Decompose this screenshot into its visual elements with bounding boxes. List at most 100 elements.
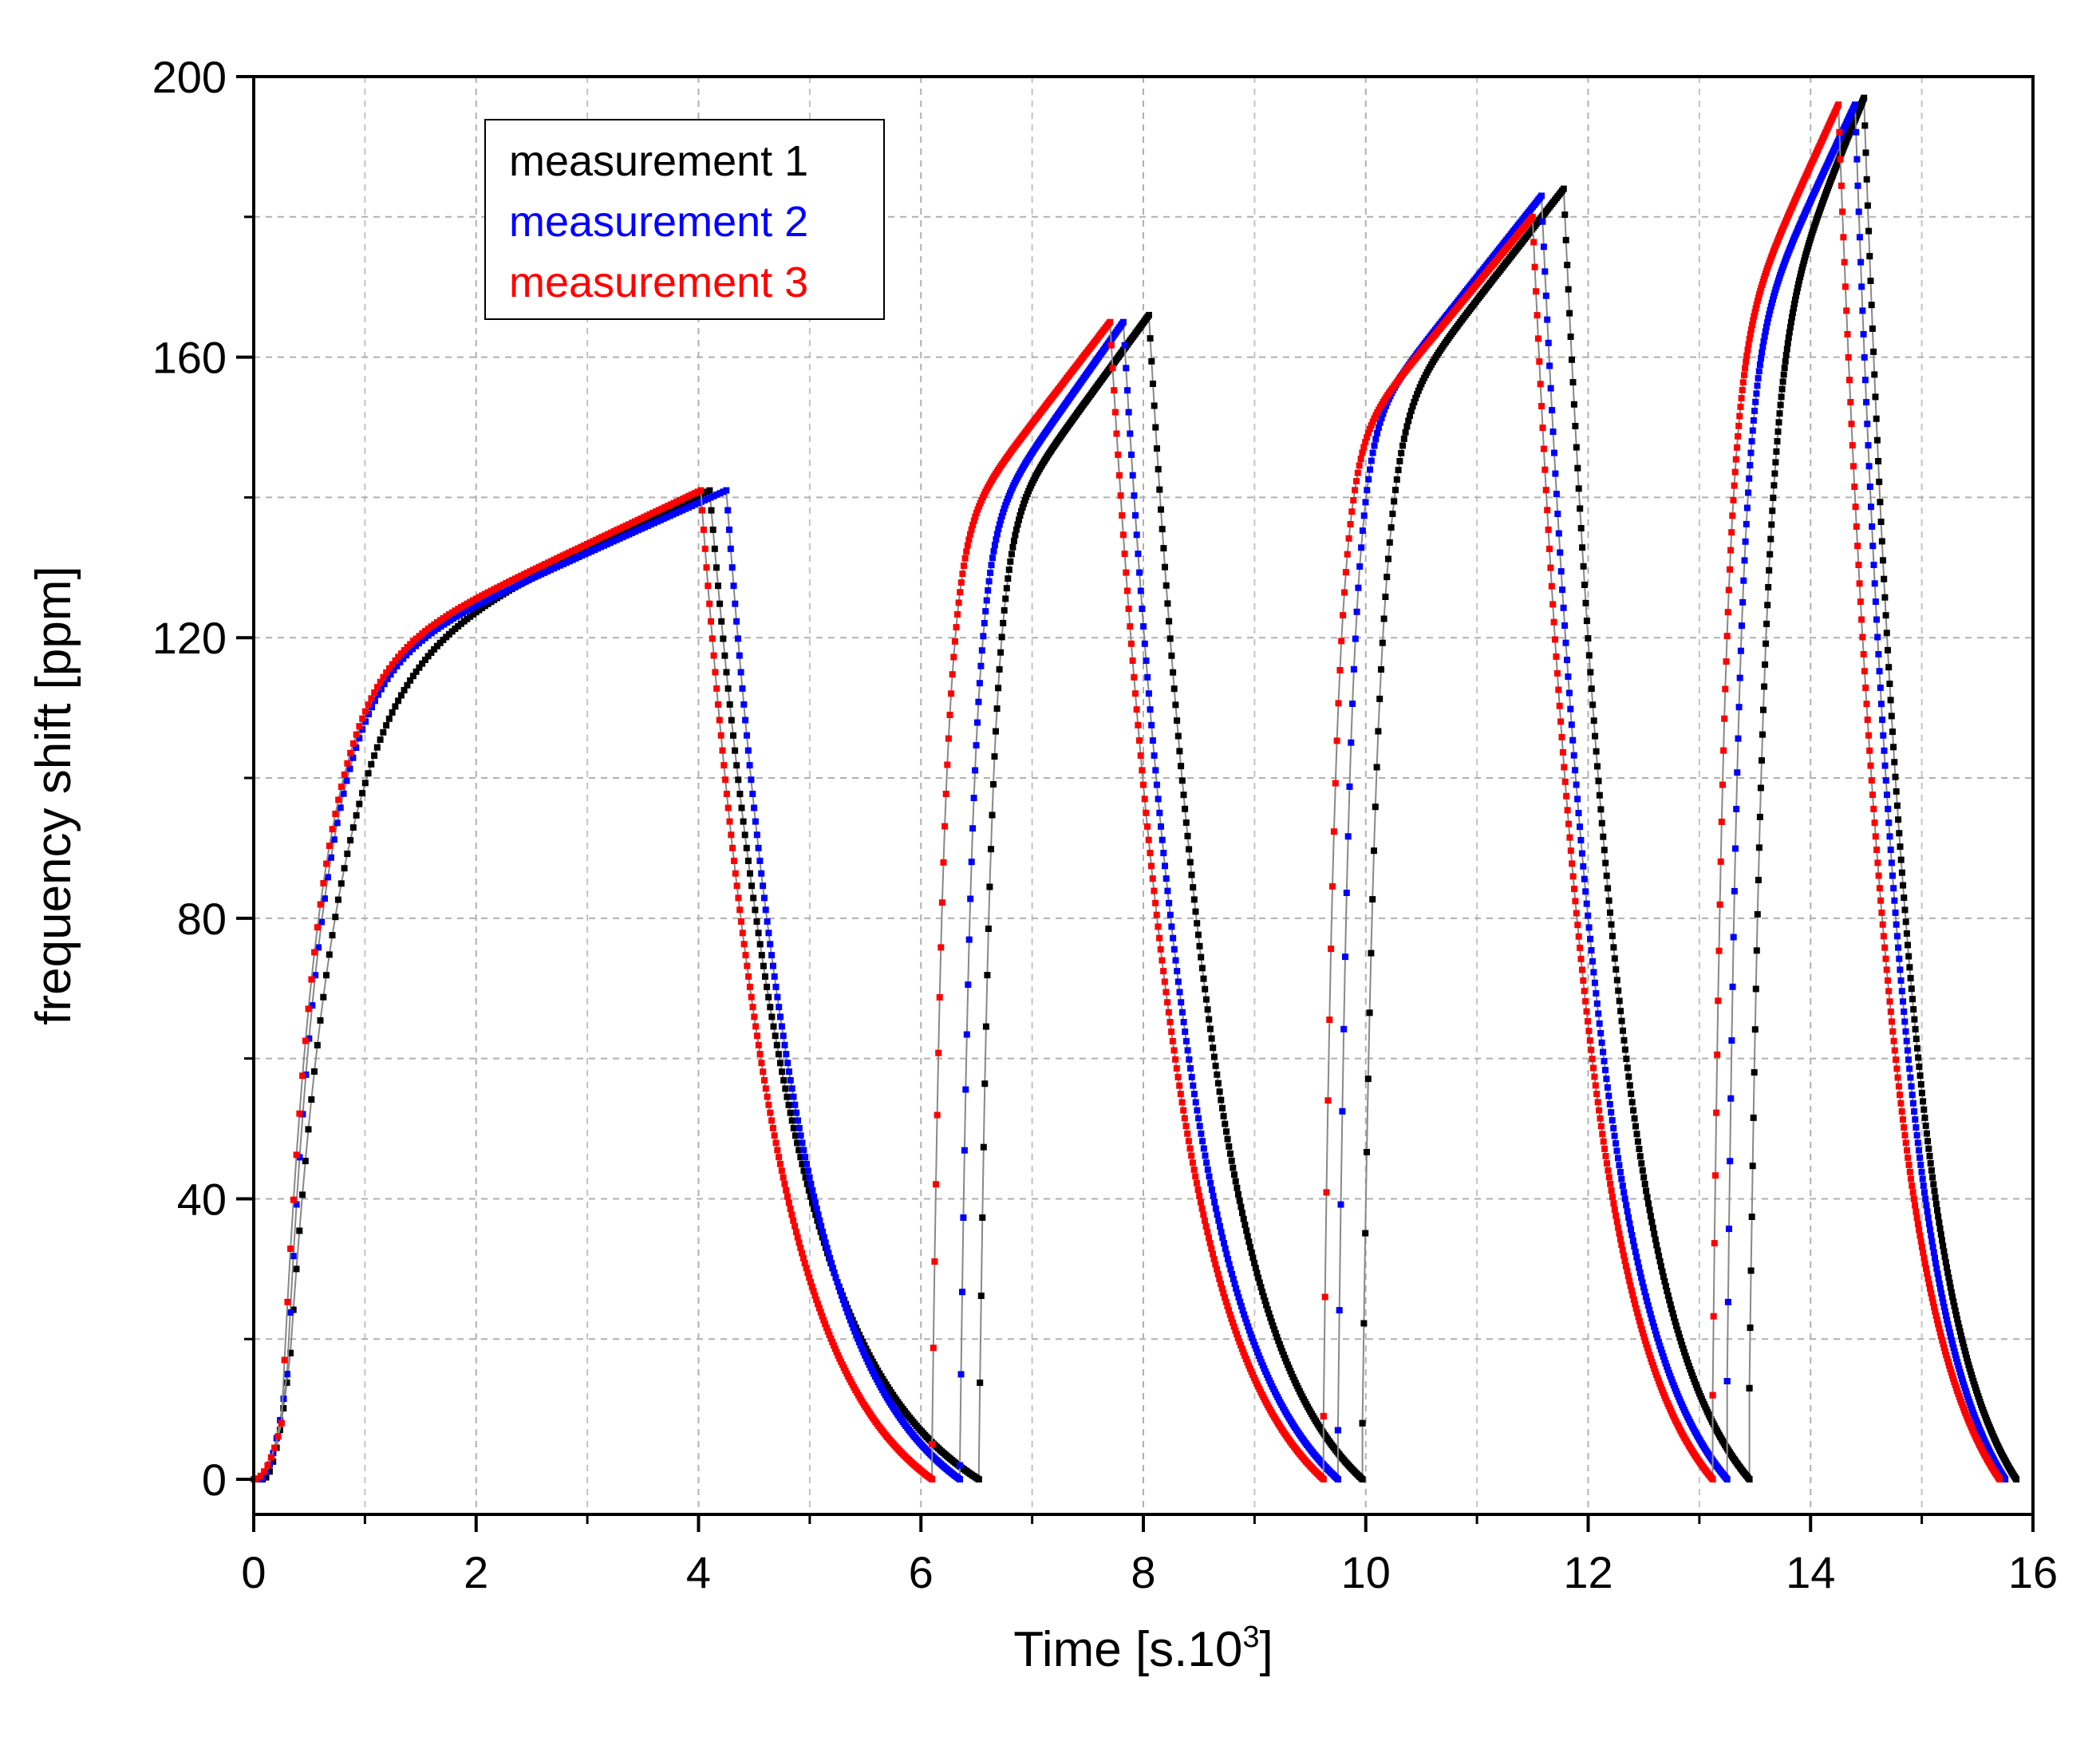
series-1-point	[1014, 521, 1021, 528]
series-1-point	[1005, 575, 1012, 582]
series-3-point	[1139, 767, 1146, 774]
series-1-point	[1779, 378, 1786, 385]
series-2-point	[1375, 424, 1382, 431]
series-1-point	[1753, 947, 1760, 954]
series-2-point	[1123, 365, 1130, 372]
series-2-point	[965, 936, 973, 943]
series-2-point	[1378, 414, 1385, 421]
series-3-point	[1174, 1073, 1182, 1080]
series-1-point	[283, 1379, 290, 1386]
series-3-point	[1196, 1193, 1203, 1199]
series-3-point	[954, 611, 961, 618]
series-1-point	[977, 1380, 984, 1386]
series-1-point	[424, 653, 432, 660]
series-1-point	[1001, 607, 1008, 614]
series-3-point	[1206, 1234, 1212, 1242]
series-3-point	[1737, 403, 1744, 410]
series-1-point	[777, 1060, 784, 1067]
series-3-point	[1583, 1008, 1590, 1015]
series-1-point	[1218, 1096, 1225, 1103]
x-tick-label-8: 8	[1131, 1547, 1155, 1597]
series-1-point	[706, 487, 713, 494]
series-1-point	[1400, 435, 1407, 442]
series-3-point	[1593, 1091, 1601, 1097]
series-2-point	[1869, 543, 1877, 550]
series-3-point	[1724, 609, 1731, 616]
series-1-point	[726, 701, 733, 708]
series-2-point	[1245, 1327, 1253, 1334]
series-2-point	[369, 704, 375, 711]
series-2-point	[283, 1371, 290, 1378]
series-1-point	[1388, 524, 1395, 531]
series-1-point	[1206, 1016, 1213, 1023]
series-1-point	[293, 1265, 300, 1273]
series-2-point	[1731, 887, 1738, 894]
series-1-point	[1674, 1326, 1681, 1333]
series-2-point	[1222, 1245, 1229, 1252]
series-3-point	[305, 1005, 312, 1013]
series-3-point	[1541, 466, 1549, 473]
series-3-point	[254, 1475, 261, 1482]
series-3-point	[931, 1258, 938, 1265]
series-3-point	[815, 1301, 821, 1308]
series-1-point	[1164, 600, 1171, 607]
series-3-point	[1893, 1065, 1901, 1072]
series-1-point	[1202, 985, 1209, 993]
series-1-point	[317, 1017, 324, 1024]
series-1-point	[736, 791, 744, 798]
series-1-point	[1021, 497, 1028, 504]
series-1-point	[349, 824, 357, 831]
series-2-point	[1159, 836, 1166, 843]
series-1-point	[1624, 1064, 1631, 1072]
series-3-point	[267, 1454, 274, 1461]
series-2-point	[1904, 1047, 1911, 1054]
series-1-point	[1935, 1213, 1942, 1220]
series-3-point	[955, 599, 962, 606]
series-2-point	[1561, 622, 1569, 629]
series-1-point	[785, 1101, 792, 1108]
series-2-point	[962, 1086, 969, 1093]
series-1-point	[1959, 1336, 1966, 1343]
series-1-point	[977, 1293, 985, 1299]
series-2-point	[976, 680, 983, 687]
series-3-point	[739, 930, 746, 937]
series-1-point	[1765, 584, 1772, 590]
series-3-point	[326, 843, 333, 849]
series-1-point	[1785, 334, 1792, 341]
series-1-point	[1601, 847, 1608, 854]
series-1-point	[1623, 1056, 1630, 1062]
series-3-point	[726, 818, 733, 825]
series-2-point	[1334, 1427, 1341, 1434]
series-1-point	[1019, 504, 1026, 511]
series-3-point	[1626, 1277, 1633, 1285]
series-1-point	[1940, 1248, 1948, 1255]
series-2-point	[1125, 409, 1132, 416]
series-1-point	[1267, 1314, 1274, 1321]
series-3-point	[1344, 551, 1351, 558]
series-3-point	[323, 860, 330, 867]
x-axis-title: Time [s.103]	[1013, 1621, 1273, 1677]
series-3-point	[933, 1181, 939, 1188]
series-2-point	[1953, 1355, 1960, 1362]
series-2-point	[1754, 382, 1761, 389]
series-2-point	[1866, 484, 1873, 490]
series-1-point	[1900, 882, 1907, 889]
series-1-point	[1798, 270, 1805, 277]
series-1-point	[389, 709, 396, 716]
series-3-point	[377, 678, 384, 685]
series-3-point	[720, 762, 728, 769]
series-1-point	[1616, 997, 1623, 1005]
series-3-point	[1885, 988, 1893, 995]
series-1-point	[1756, 813, 1763, 820]
series-2-point	[1730, 934, 1737, 941]
series-2-point	[1577, 823, 1583, 831]
series-3-point	[1877, 897, 1885, 904]
series-1-point	[1783, 345, 1790, 353]
series-1-point	[1685, 1363, 1692, 1369]
series-3-point	[1871, 819, 1878, 827]
series-3-point	[751, 1013, 758, 1021]
series-3-point	[1563, 792, 1570, 799]
series-3-point	[1859, 634, 1866, 641]
series-2-point	[1644, 1302, 1652, 1309]
series-3-point	[1144, 823, 1151, 830]
